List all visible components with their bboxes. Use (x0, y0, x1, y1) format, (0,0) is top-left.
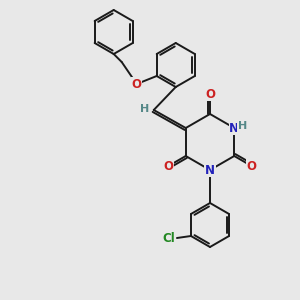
Text: O: O (247, 160, 256, 172)
Text: O: O (132, 77, 142, 91)
Text: N: N (229, 122, 239, 134)
Text: Cl: Cl (163, 232, 175, 244)
Text: N: N (205, 164, 215, 176)
Text: H: H (238, 121, 247, 131)
Text: O: O (164, 160, 173, 172)
Text: O: O (205, 88, 215, 100)
Text: H: H (140, 104, 149, 114)
